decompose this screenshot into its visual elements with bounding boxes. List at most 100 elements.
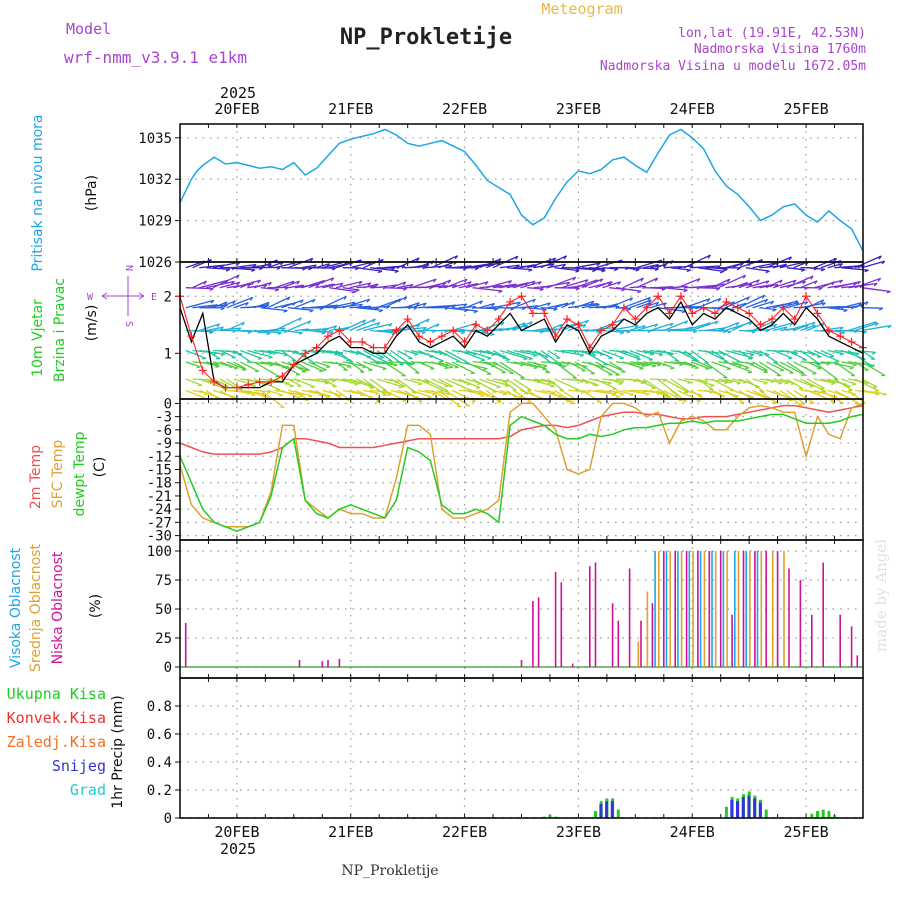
wind-arrow-head [402,287,407,291]
precip-ylabel: 1hr Precip (mm) [110,695,126,808]
wind-arrow [499,284,516,289]
wind-arrow-head [421,331,426,335]
wind-arrow-head [693,330,698,334]
wind-arrow-head [388,323,393,327]
wind-ylabel: 10m Vjetar [30,299,46,377]
wind-arrow [513,389,532,403]
wind-arrow-head [600,268,605,272]
wind-arrow [738,279,760,289]
wind-gust-marker [665,309,674,318]
wind-arrow [233,301,249,309]
chart-subtitle: Meteogram [541,0,622,18]
wind-arrow-head [304,399,309,402]
wind-arrow [697,349,727,355]
wind-arrow-head [826,362,831,366]
wind-arrow [834,361,856,377]
wind-arrow-head [401,265,406,269]
wind-arrow-head [726,368,731,371]
wind-arrow-head [515,255,519,260]
wind-arrow [595,361,620,376]
wind-arrow [636,302,651,309]
wind-arrow [731,302,747,309]
wind-arrow [533,302,551,309]
bottom-date-label: 23FEB [556,823,601,841]
wind-gust-marker [551,332,560,341]
wind-arrow-head [763,382,768,385]
cloud-ytick-label: 75 [155,573,172,589]
wind-gust-marker [688,309,697,318]
wind-arrow [328,361,352,367]
wind-arrow [356,389,381,403]
wind-arrow [486,378,510,387]
wind-gust-marker [654,292,663,301]
wind-arrow-head [367,282,372,287]
wind-arrow [274,349,298,353]
wind-arrow [526,257,556,269]
wind-arrow-head [532,264,537,269]
wind-arrow-head [382,389,387,392]
precip-bar [736,801,739,818]
wind-arrow [267,389,284,397]
wind-arrow [472,307,498,310]
wind-arrow [615,361,646,367]
wind-arrow [561,361,588,368]
wind-arrow [554,302,569,309]
wind-arrow [786,301,808,309]
wind-arrow [444,278,468,289]
wind-arrow-head [858,302,862,306]
wind-arrow-head [491,303,496,307]
wind-arrow-head [840,331,846,335]
precip-bar [610,801,614,818]
wind-arrow-head [850,306,855,310]
wind-arrow-head [636,358,641,361]
wind-arrow [404,302,420,309]
wind-arrow [287,284,304,289]
wind-arrow [315,378,336,382]
wind-arrow [212,261,241,269]
wind-arrow [479,378,501,388]
wind-arrow [697,361,713,369]
wind-arrow-head [378,309,383,313]
wind-arrow [663,265,682,269]
wind-arrow [472,361,498,365]
precip-bar [827,811,831,818]
wind-arrow [322,282,344,289]
wind-arrow [533,327,550,332]
wind-arrow-head [547,381,552,385]
wind-arrow [383,287,407,290]
wind-arrow [636,349,655,355]
wind-arrow-head [723,376,728,379]
wind-arrow-head [590,300,595,305]
wind-arrow-head [584,279,589,284]
wind-arrow-head [761,294,766,299]
wind-arrow [731,320,752,332]
wind-arrow-head [607,382,612,386]
wind-arrow-head [498,290,503,294]
wind-arrow-head [411,362,416,366]
wind-arrow-head [203,280,208,285]
wind-gust-marker [426,337,435,346]
wind-arrow [369,378,387,392]
wind-arrow [342,361,367,368]
wind-arrow-head [483,367,488,371]
wind-arrow [390,281,407,289]
wind-arrow [629,324,646,332]
wind-arrow-head [726,278,731,283]
wind-arrow-head [208,330,213,334]
wind-arrow-head [369,387,374,389]
wind-gust-marker [608,320,617,329]
wind-gust-marker [335,326,344,335]
wind-arrow [274,361,301,376]
wind-arrow [513,321,533,332]
wind-arrow [287,320,311,332]
wind-arrow [615,389,634,396]
wind-arrow [540,307,558,310]
wind-arrow-head [225,268,231,272]
wind-arrow-head [658,353,663,357]
wind-arrow-head [596,262,601,267]
wind-arrow-head [476,387,481,389]
wind-arrow-head [321,332,326,335]
wind-arrow-head [853,282,858,286]
wind-arrow [356,361,373,371]
wind-arrow [513,280,536,289]
